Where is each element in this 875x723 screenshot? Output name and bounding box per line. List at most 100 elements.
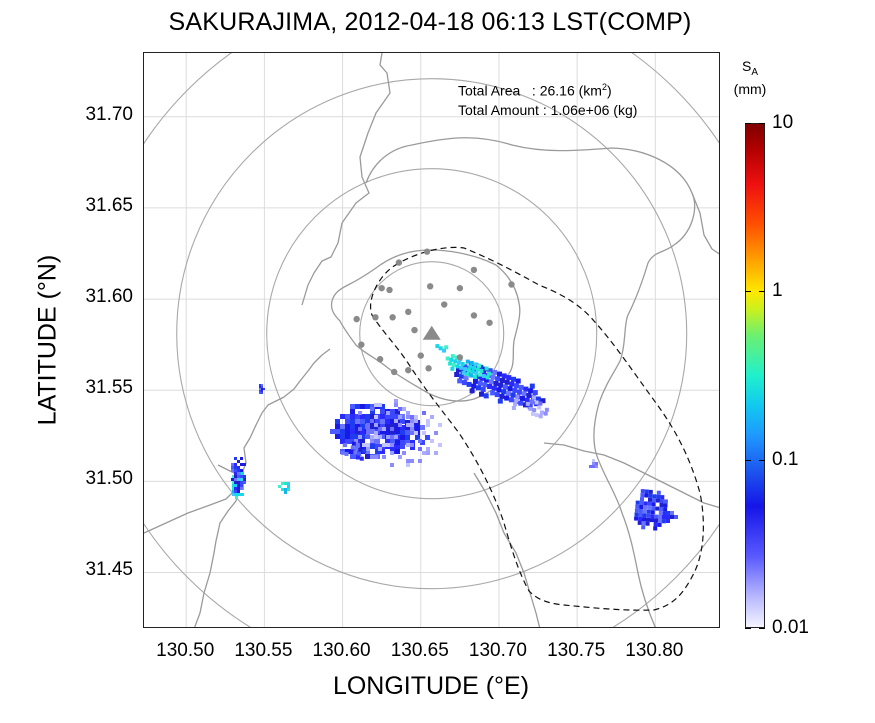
ash-cell — [635, 504, 640, 509]
ash-cell — [410, 423, 414, 427]
station-marker — [508, 281, 515, 288]
ash-cell — [234, 466, 237, 469]
ash-cell — [400, 414, 405, 419]
ash-cell — [261, 390, 263, 392]
ash-cell — [642, 513, 647, 518]
ash-cell — [442, 348, 446, 353]
ash-cell — [478, 372, 483, 377]
ash-cell — [540, 398, 546, 404]
coastline-sakurajima — [330, 249, 521, 402]
ash-cell — [390, 409, 395, 414]
ash-cell — [529, 383, 535, 389]
ash-cell — [240, 484, 243, 487]
ash-cell — [640, 493, 645, 498]
ash-cell — [644, 489, 649, 494]
ash-cell — [634, 512, 639, 517]
ash-cell — [592, 459, 595, 462]
ash-cell — [654, 518, 658, 523]
ash-cell — [640, 489, 645, 494]
ash-cell — [469, 388, 475, 394]
ash-cell — [595, 462, 598, 465]
ash-cell — [355, 404, 360, 409]
x-tick-label: 130.60 — [312, 640, 371, 661]
ash-cell — [351, 441, 356, 446]
ash-cell — [523, 402, 528, 408]
ash-cell — [410, 419, 414, 423]
ash-cell — [395, 425, 400, 430]
station-marker — [417, 352, 424, 359]
ash-cell — [655, 506, 660, 511]
ash-cell — [402, 407, 406, 411]
total-area-row: Total Area : 26.16 (km2) — [458, 78, 637, 101]
ash-cell — [494, 392, 500, 398]
ash-cell — [525, 401, 530, 406]
ash-cell — [378, 427, 382, 431]
ash-cell — [390, 424, 395, 429]
ash-fall-map[interactable] — [144, 53, 720, 628]
ash-cell — [382, 443, 386, 447]
ash-cell — [370, 419, 374, 423]
map-plot-area[interactable] — [143, 52, 720, 628]
ash-cell — [238, 478, 241, 481]
ash-cell — [410, 459, 414, 463]
ash-cell — [234, 469, 237, 472]
ash-cell — [448, 361, 453, 366]
ash-cell — [398, 407, 402, 411]
ash-cell — [406, 411, 410, 415]
ash-cell — [532, 390, 538, 396]
ash-cell — [261, 384, 263, 386]
ash-cell — [398, 415, 402, 419]
ash-cell — [634, 508, 639, 513]
ash-cell — [426, 423, 430, 427]
ash-cell — [518, 384, 524, 390]
ash-cell — [374, 415, 378, 419]
y-axis-label: LATITUDE (°N) — [33, 254, 62, 426]
ash-cell — [477, 380, 483, 386]
ash-cell — [501, 389, 507, 395]
ash-cell — [537, 405, 542, 410]
ash-cell — [634, 516, 639, 521]
colorbar-symbol: SA — [741, 58, 758, 78]
ash-cell — [405, 440, 410, 445]
ash-cell — [532, 408, 537, 413]
ash-cell — [350, 424, 355, 429]
ash-cell — [357, 451, 362, 456]
ash-cell — [237, 481, 240, 484]
ash-cell — [402, 451, 406, 455]
ash-cell — [350, 414, 355, 419]
ash-cell — [499, 393, 505, 399]
coastline — [144, 53, 719, 627]
ash-cell — [287, 485, 290, 488]
ash-cell — [647, 501, 652, 506]
ash-cell — [480, 387, 486, 392]
ash-cell — [345, 414, 350, 419]
range-ring — [176, 78, 688, 590]
ash-cell — [231, 478, 234, 481]
ash-cell — [241, 472, 244, 475]
map-title: SAKURAJIMA, 2012-04-18 06:13 LST(COMP) — [168, 8, 692, 36]
ash-cell — [335, 419, 340, 424]
station-marker — [456, 354, 464, 361]
ash-cell — [390, 435, 394, 439]
ash-cell — [378, 447, 382, 451]
ash-cell — [426, 447, 430, 451]
graticule — [144, 53, 719, 627]
ash-cell — [651, 506, 656, 511]
ash-cell — [415, 425, 420, 430]
ash-cell — [355, 419, 360, 424]
ash-cell — [418, 447, 422, 451]
ash-cell — [340, 424, 345, 429]
ash-cell — [646, 513, 651, 518]
ash-cell — [438, 443, 442, 447]
ash-cell — [281, 488, 284, 491]
ash-cell — [485, 375, 490, 380]
colorbar-tick-mark — [759, 459, 765, 461]
ash-cell — [532, 395, 536, 400]
ash-cell — [479, 368, 484, 373]
ash-cell — [350, 429, 355, 434]
ash-cell — [278, 485, 281, 488]
ash-cell — [517, 389, 522, 395]
ash-cell — [639, 505, 644, 509]
station-marker — [470, 266, 478, 274]
ash-cell — [284, 491, 287, 494]
